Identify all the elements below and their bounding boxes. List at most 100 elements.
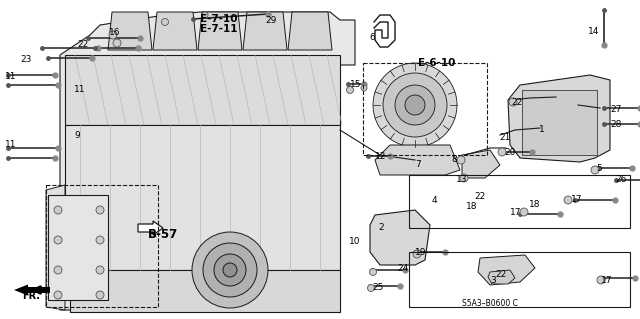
Circle shape <box>54 206 62 214</box>
Text: 20: 20 <box>504 148 515 157</box>
Polygon shape <box>478 255 535 285</box>
Circle shape <box>564 196 572 204</box>
Circle shape <box>202 12 208 18</box>
Circle shape <box>54 236 62 244</box>
Circle shape <box>413 250 421 258</box>
Bar <box>70 270 340 312</box>
Circle shape <box>96 266 104 274</box>
Text: 28: 28 <box>610 120 621 129</box>
Text: 5: 5 <box>596 164 602 173</box>
Circle shape <box>96 206 104 214</box>
Text: 14: 14 <box>588 27 600 36</box>
Text: 22: 22 <box>495 270 506 279</box>
Circle shape <box>161 19 168 26</box>
Polygon shape <box>198 12 242 50</box>
Circle shape <box>591 166 599 174</box>
Text: 11: 11 <box>5 140 17 149</box>
Text: 29: 29 <box>265 16 276 25</box>
Text: 19: 19 <box>415 248 426 257</box>
Circle shape <box>498 148 506 156</box>
Text: 26: 26 <box>615 175 627 184</box>
Bar <box>409 252 630 307</box>
Text: E-7-11: E-7-11 <box>200 24 237 34</box>
Text: 27: 27 <box>610 105 621 114</box>
Text: 4: 4 <box>432 196 438 205</box>
Text: 13: 13 <box>456 175 467 184</box>
Text: B-57: B-57 <box>148 228 179 241</box>
Circle shape <box>460 174 468 182</box>
Polygon shape <box>60 12 355 310</box>
Text: 10: 10 <box>349 237 360 246</box>
Text: 6: 6 <box>369 33 375 42</box>
Text: E-7-10: E-7-10 <box>200 14 237 24</box>
Circle shape <box>214 254 246 286</box>
Text: 17: 17 <box>510 208 522 217</box>
Text: 25: 25 <box>372 283 383 292</box>
Circle shape <box>346 86 353 93</box>
Bar <box>409 175 630 228</box>
Text: 17: 17 <box>571 195 582 204</box>
Polygon shape <box>370 210 430 265</box>
Circle shape <box>54 291 62 299</box>
Polygon shape <box>488 270 515 284</box>
Bar <box>65 55 340 125</box>
Text: 9: 9 <box>74 131 80 140</box>
Polygon shape <box>46 185 65 310</box>
Polygon shape <box>462 150 500 178</box>
Text: 18: 18 <box>529 200 541 209</box>
Circle shape <box>109 31 117 39</box>
FancyArrow shape <box>138 221 163 235</box>
Text: 16: 16 <box>109 28 120 37</box>
Text: 3: 3 <box>490 276 496 285</box>
Text: 18: 18 <box>466 202 477 211</box>
Polygon shape <box>508 75 610 162</box>
Circle shape <box>96 291 104 299</box>
Text: 11: 11 <box>5 72 17 81</box>
Bar <box>48 195 108 300</box>
Bar <box>522 90 597 155</box>
Circle shape <box>113 39 121 47</box>
Circle shape <box>597 276 605 284</box>
Circle shape <box>383 73 447 137</box>
Circle shape <box>54 266 62 274</box>
Text: S5A3–B0600 C: S5A3–B0600 C <box>462 299 518 308</box>
Text: 24: 24 <box>397 264 408 273</box>
Text: 23: 23 <box>20 55 31 64</box>
Circle shape <box>373 63 457 147</box>
Circle shape <box>369 269 376 276</box>
Bar <box>65 125 340 270</box>
Circle shape <box>509 98 517 106</box>
Circle shape <box>203 243 257 297</box>
Bar <box>363 63 487 155</box>
Circle shape <box>96 236 104 244</box>
Text: 7: 7 <box>415 160 420 169</box>
Polygon shape <box>108 12 152 50</box>
Polygon shape <box>288 12 332 50</box>
Text: 17: 17 <box>601 276 612 285</box>
Text: 22: 22 <box>511 98 522 107</box>
Bar <box>46 185 158 307</box>
Polygon shape <box>375 145 460 175</box>
Circle shape <box>367 285 374 292</box>
Text: 8: 8 <box>451 155 457 164</box>
Text: 11: 11 <box>74 85 86 94</box>
Circle shape <box>405 95 425 115</box>
Circle shape <box>520 208 528 216</box>
Circle shape <box>223 263 237 277</box>
Text: 2: 2 <box>378 223 383 232</box>
Text: 15: 15 <box>350 80 362 89</box>
Text: 22: 22 <box>77 40 88 49</box>
Circle shape <box>192 232 268 308</box>
Circle shape <box>395 85 435 125</box>
Text: 21: 21 <box>499 133 510 142</box>
Circle shape <box>361 85 367 91</box>
Text: 22: 22 <box>474 192 485 201</box>
Circle shape <box>457 156 465 164</box>
Text: 1: 1 <box>539 125 545 134</box>
Text: 12: 12 <box>375 152 387 161</box>
Polygon shape <box>153 12 197 50</box>
FancyArrow shape <box>14 285 50 295</box>
Text: E-6-10: E-6-10 <box>418 58 456 68</box>
Text: FR.: FR. <box>22 291 40 301</box>
Polygon shape <box>243 12 287 50</box>
